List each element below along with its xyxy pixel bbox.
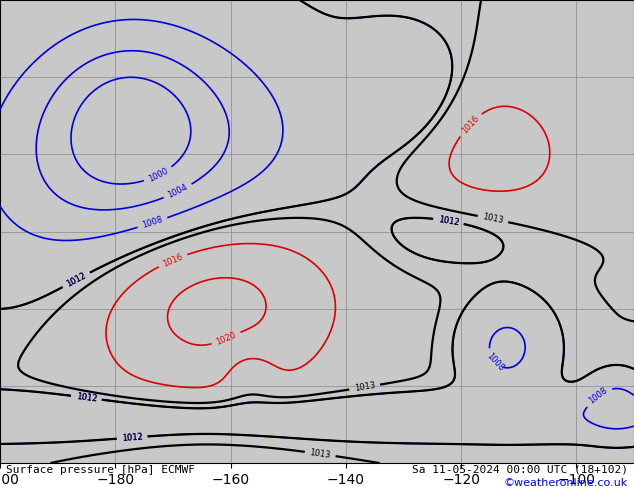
Text: Surface pressure [hPa] ECMWF: Surface pressure [hPa] ECMWF xyxy=(6,465,195,474)
Text: 1013: 1013 xyxy=(482,213,504,225)
Text: 1004: 1004 xyxy=(167,183,190,200)
Text: 1008: 1008 xyxy=(485,351,506,373)
Text: 1012: 1012 xyxy=(65,271,87,289)
Text: 1020: 1020 xyxy=(215,330,238,346)
Text: 1000: 1000 xyxy=(147,166,170,184)
Text: 1016: 1016 xyxy=(460,114,481,135)
Text: 1008: 1008 xyxy=(587,386,609,406)
Text: 1013: 1013 xyxy=(309,448,331,460)
Text: 1012: 1012 xyxy=(437,215,460,227)
Text: ©weatheronline.co.uk: ©weatheronline.co.uk xyxy=(503,478,628,488)
Text: 1012: 1012 xyxy=(121,432,143,443)
Text: 1016: 1016 xyxy=(161,252,184,269)
Text: 1008: 1008 xyxy=(141,215,164,230)
Text: 1012: 1012 xyxy=(437,215,460,227)
Text: 1013: 1013 xyxy=(354,381,376,393)
Text: 1012: 1012 xyxy=(75,392,98,403)
Text: 1012: 1012 xyxy=(65,271,87,289)
Text: Sa 11-05-2024 00:00 UTC (18+102): Sa 11-05-2024 00:00 UTC (18+102) xyxy=(411,465,628,474)
Text: 1012: 1012 xyxy=(121,432,143,443)
Text: 1012: 1012 xyxy=(75,392,98,403)
